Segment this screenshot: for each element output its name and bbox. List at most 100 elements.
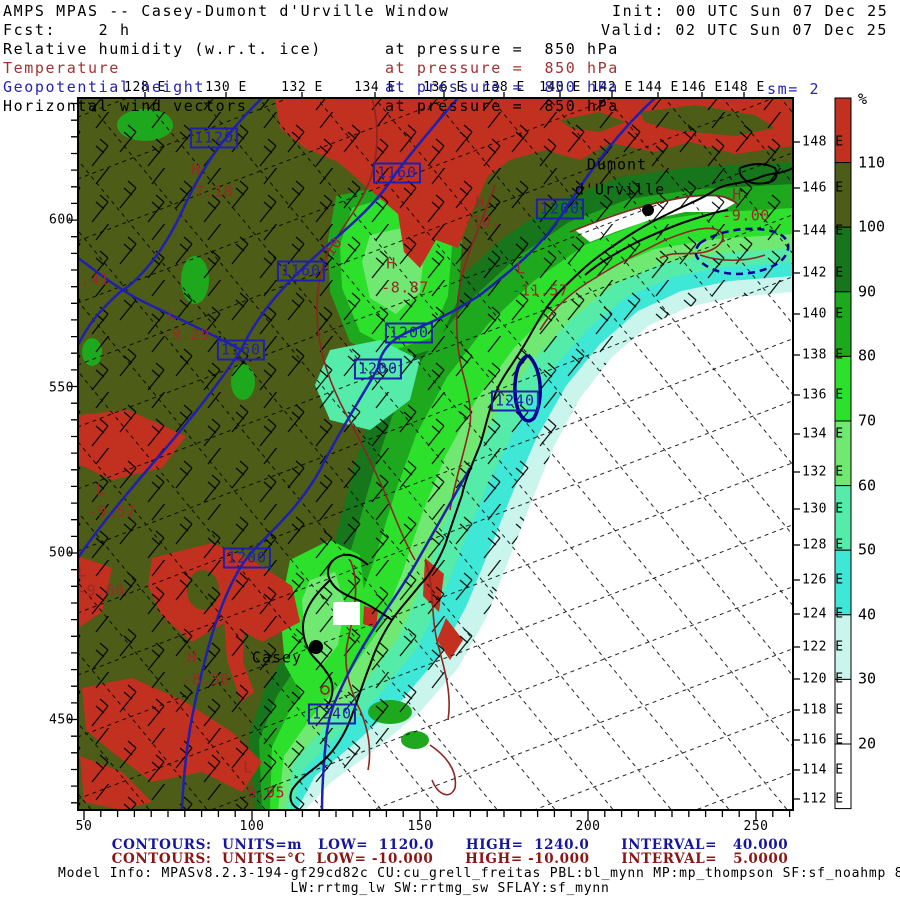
extremum-symbol: H [191,160,201,179]
field-label-hgt: Geopotential height [3,78,205,96]
extremum-symbol: H [187,648,197,667]
right-axis-label: 128 E [802,537,844,553]
left-axis-label: 500 [49,545,74,561]
top-axis-label: 148 E [723,80,765,95]
field-level-temp: at pressure = 850 hPa [385,59,619,77]
colorbar-tick-label: 100 [858,217,886,236]
right-axis-label: 144 E [802,223,844,239]
colorbar-tick-label: 110 [858,153,886,172]
top-axis-label: 128 E [124,80,166,95]
station-label: Casey [251,648,303,667]
blank-label-box [333,602,360,625]
top-axis-label: 138 E [483,80,525,95]
field-level-rh: at pressure = 850 hPa [385,40,619,58]
contour-info-temp: CONTOURS: UNITS=°C LOW= -10.000 HIGH= -1… [111,851,789,867]
extremum-value: -8.38 [182,670,230,689]
height-contour-label: 1200 [353,358,403,380]
colorbar-tick-label: 80 [858,346,877,365]
colorbar-tick-label: 50 [858,540,877,559]
colorbar-tick-label: 70 [858,411,877,430]
wind-barbs-field [78,98,793,810]
top-axis-label: 130 E [205,80,247,95]
right-axis-ticks [793,141,800,800]
model-info-line1: Model Info: MPASv8.2.3-194-gf29cd82c CU:… [58,866,900,881]
forecast-hour: Fcst: 2 h [3,21,131,39]
right-axis-label: 126 E [802,572,844,588]
height-contour-label: 1200 [222,547,272,569]
field-label-temp: Temperature [3,59,120,77]
top-axis-label: 144 E [637,80,679,95]
station-label: Dumont [586,155,648,174]
right-axis-label: 122 E [802,639,844,655]
height-contour-label: 1160 [276,260,326,282]
colorbar-unit: % [858,90,868,108]
right-axis-label: 134 E [802,426,844,442]
bottom-axis-ticks [83,810,791,820]
right-axis-label: 114 E [802,762,844,778]
right-axis-label: 116 E [802,732,844,748]
colorbar-tick-label: 40 [858,605,877,624]
left-axis-label: 550 [49,380,74,396]
right-axis-label: 148 E [802,134,844,150]
right-axis-label: 146 E [802,180,844,196]
bottom-axis-label: 100 [239,819,265,834]
right-axis-label: 140 E [802,306,844,322]
station-dot-dumont [642,204,654,216]
field-level-wind: at pressure = 850 hPa [385,97,619,115]
extremum-symbol: L [77,562,87,581]
extremum-value: -8.87 [381,278,429,297]
top-axis-label: 132 E [281,80,323,95]
station-label: d'Urville [574,180,666,199]
extremum-value: -9.57 [88,502,136,521]
height-contour-dashed [694,227,790,276]
model-info-line2: LW:rrtmg_lw SW:rrtmg_sw SFLAY:sf_mynn [290,881,610,896]
smoothing-label: sm= 2 [767,80,821,98]
top-axis-ticks [144,92,745,98]
extremum-symbol: H [386,254,396,273]
extremum-symbol: L [167,305,177,324]
height-contour-label: 1120 [189,127,239,149]
extremum-symbol: L [243,758,253,777]
left-axis-label: 450 [49,712,74,728]
right-axis-label: 124 E [802,606,844,622]
extremum-symbol: H [475,193,485,212]
temperature-contours [316,98,766,796]
right-axis-label: 136 E [802,387,844,403]
coastline [289,163,793,810]
extremum-value: -9.29 [162,325,210,344]
field-level-hgt: at pressure = 850 hPa [385,78,619,96]
extremum-value: 9.95 [246,783,286,802]
colorbar-tick-label: 30 [858,669,877,688]
right-axis-label: 120 E [802,671,844,687]
colorbar-tick-label: 60 [858,476,877,495]
colorbar-tick-label: 90 [858,282,877,301]
top-axis-label: 140 E [539,80,581,95]
extremum-symbol: H [732,185,742,204]
station-dot-casey [309,640,323,654]
left-axis-ticks [68,102,78,804]
right-axis-label: 118 E [802,702,844,718]
contour-info-height: CONTOURS: UNITS=m LOW= 1120.0 HIGH= 1240… [111,837,789,853]
right-axis-label: 130 E [802,501,844,517]
top-axis-label: 146 E [681,80,723,95]
field-label-rh: Relative humidity (w.r.t. ice) [3,40,322,58]
top-axis-label: 142 E [591,80,633,95]
height-contour-label: 1160 [372,162,422,184]
extremum-symbol: L [96,480,106,499]
height-contour-label: 1160 [216,339,266,361]
page-title: AMPS MPAS -- Casey-Dumont d'Urville Wind… [3,2,450,20]
bottom-axis-label: 250 [743,819,769,834]
right-axis-label: 132 E [802,464,844,480]
height-contour-label: 1200 [384,322,434,344]
right-axis-label: 112 E [802,791,844,807]
map-border [77,97,794,811]
height-contour-closed [513,353,542,423]
extremum-value: -9.60 [77,581,125,600]
left-axis-label: 600 [49,212,74,228]
bottom-axis-label: 200 [575,819,601,834]
extremum-value: -11.57 [511,281,569,300]
bottom-axis-label: 50 [75,819,93,834]
field-label-wind: Horizontal wind vectors [3,97,248,115]
colorbar [834,97,852,810]
